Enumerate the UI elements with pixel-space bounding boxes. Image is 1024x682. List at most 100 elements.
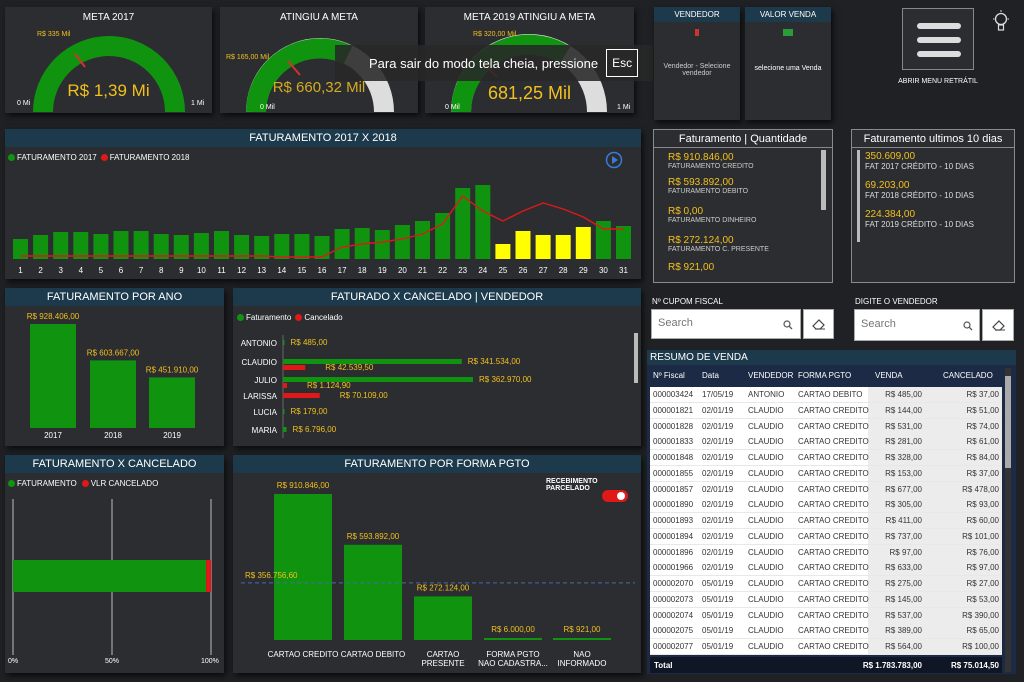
table-cell: CARTAO CREDITO [798,484,869,494]
table-row[interactable]: 000001896 02/01/19 CLAUDIO CARTAO CREDITO R$… [650,544,1002,561]
table-row[interactable]: 000002070 05/01/19 CLAUDIO CARTAO CREDITO R$… [650,576,1002,593]
toggle-knob [617,492,625,500]
kpi-item: 350.609,00 FAT 2017 CRÉDITO - 10 DIAS [865,151,1005,180]
kpi-item: R$ 921,00 [668,262,818,273]
table-cell: CARTAO CREDITO [798,563,869,573]
value-column-shade [868,607,1002,623]
table-cell: CLAUDIO [748,579,784,588]
col-header-forma[interactable]: FORMA PGTO [798,371,852,380]
table-row[interactable]: 000001821 02/01/19 CLAUDIO CARTAO CREDITO R$… [650,402,1002,419]
tick-0: 0% [8,658,19,665]
table-row[interactable]: 000003424 17/05/19 ANTONIO CARTAO DEBITO R$ … [650,387,1002,404]
fat-x-cancel-chart [12,499,212,655]
table-row[interactable]: 000002074 05/01/19 CLAUDIO CARTAO CREDITO R$… [650,607,1002,624]
table-cell: 000001893 [653,516,694,525]
table-cell: R$ 478,00 [962,484,999,494]
card-title: Faturamento | Quantidade [678,133,808,145]
bar-2017 [616,226,631,259]
x-tick-label: 27 [539,266,548,275]
table-row[interactable]: 000001857 02/01/19 CLAUDIO CARTAO CREDITO R$… [650,481,1002,498]
valor-venda-slicer[interactable]: VALOR VENDA selecione uma Venda [745,7,831,120]
table-row[interactable]: 000002077 05/01/19 CLAUDIO CARTAO CREDITO R$… [650,639,1002,656]
x-tick-label: 20 [398,266,407,275]
recebimento-parcelado-toggle[interactable] [602,490,628,502]
table-row[interactable]: 000002075 05/01/19 CLAUDIO CARTAO CREDITO R$… [650,623,1002,640]
table-row[interactable]: 000001828 02/01/19 CLAUDIO CARTAO CREDITO R$… [650,418,1002,435]
table-cell: CARTAO CREDITO [798,642,869,651]
table-cell: 000001857 [653,484,694,494]
x-tick-label: CARTAO CREDITO [268,650,339,659]
vendedor-search-input[interactable] [861,318,956,330]
table-cell: 000002073 [653,594,694,604]
scrollbar-thumb[interactable] [634,333,638,383]
table-cell: 05/01/19 [702,594,734,604]
table-row[interactable]: 000001966 02/01/19 CLAUDIO CARTAO CREDITO R$… [650,560,1002,577]
table-row[interactable]: 000001833 02/01/19 CLAUDIO CARTAO CREDITO R$… [650,434,1002,451]
bar-faturamento [283,427,287,432]
table-cell: CARTAO CREDITO [798,531,869,541]
table-row[interactable]: 000001890 02/01/19 CLAUDIO CARTAO CREDITO R$… [650,497,1002,514]
col-header-cancelado[interactable]: CANCELADO [943,371,993,380]
table-row[interactable]: 000001893 02/01/19 CLAUDIO CARTAO CREDITO R$… [650,513,1002,530]
table-row[interactable]: 000002073 05/01/19 CLAUDIO CARTAO CREDITO R$… [650,591,1002,608]
hamburger-line [917,37,961,43]
vendedor-search-box[interactable] [854,309,980,341]
scrollbar-thumb[interactable] [1005,376,1011,468]
card-divider [852,147,1014,148]
cupom-search-input[interactable] [658,317,768,329]
gauge-title: ATINGIU A META [280,12,358,23]
vendedor-label: MARIA [252,426,278,435]
col-header-data[interactable]: Data [702,371,719,380]
table-cell: R$ 145,00 [885,594,922,604]
col-header-fiscal[interactable]: Nº Fiscal [653,371,685,380]
table-scrollbar[interactable] [1005,368,1011,672]
table-cell: CLAUDIO [748,453,784,462]
x-tick-label: 24 [478,266,487,275]
cupom-search-box[interactable] [651,309,801,339]
table-cell: R$ 275,00 [885,579,922,588]
value-column-shade [868,513,1002,529]
col-header-venda[interactable]: VENDA [875,371,903,380]
table-cell: CARTAO CREDITO [798,421,869,431]
table-cell: CARTAO CREDITO [798,547,869,557]
table-cell: 02/01/19 [702,468,734,478]
valor-slicer-title: VALOR VENDA [745,7,831,22]
gauge-min: 0 Mil [260,104,275,111]
bar-2017 [13,239,28,259]
col-header-vendedor[interactable]: VENDEDOR [748,371,794,380]
kpi-item: 69.203,00 FAT 2018 CRÉDITO - 10 DIAS [865,180,1005,209]
play-icon[interactable] [605,151,623,169]
vendedor-clear-button[interactable] [982,309,1014,341]
table-cell: 02/01/19 [702,516,734,525]
bar-2017 [394,225,410,259]
vendedor-search-label: DIGITE O VENDEDOR [855,297,938,306]
table-cell: ANTONIO [748,390,785,399]
table-row[interactable]: 000001855 02/01/19 CLAUDIO CARTAO CREDITO R$… [650,465,1002,482]
x-tick-label: 6 [119,266,124,275]
table-row[interactable]: 000001894 02/01/19 CLAUDIO CARTAO CREDITO R$… [650,528,1002,545]
fat-2017-2018-panel: FATURAMENTO 2017 X 2018 FATURAMENTO 2017… [5,129,641,279]
table-cell: 17/05/19 [702,390,734,399]
x-tick-label: 30 [599,266,608,275]
cupom-label: Nº CUPOM FISCAL [652,297,723,306]
cupom-clear-button[interactable] [803,309,834,339]
fat-cancel-vendedor-panel: FATURADO X CANCELADO | VENDEDOR Faturame… [233,288,641,446]
search-icon[interactable] [963,321,973,331]
open-menu-button[interactable] [902,8,974,70]
table-cell: 000001855 [653,468,694,478]
bar-2017 [133,231,149,259]
scrollbar-thumb[interactable] [821,150,826,210]
panel-title: FATURAMENTO POR FORMA PGTO [233,455,641,473]
tick-50: 50% [105,658,120,665]
table-cell: R$ 100,00 [962,642,999,651]
x-tick-label: 26 [519,266,528,275]
x-tick-label: 8 [159,266,164,275]
lightbulb-icon[interactable] [992,10,1010,34]
kpi-value: R$ 910.846,00 [668,152,734,163]
kpi-value: 69.203,00 [865,180,910,191]
table-row[interactable]: 000001848 02/01/19 CLAUDIO CARTAO CREDITO R$… [650,450,1002,467]
vendedor-slicer[interactable]: VENDEDOR Vendedor - Selecione vendedor [654,7,740,120]
table-cell: R$ 328,00 [885,453,922,462]
search-icon[interactable] [783,320,793,330]
table-cell: 000001833 [653,437,694,447]
